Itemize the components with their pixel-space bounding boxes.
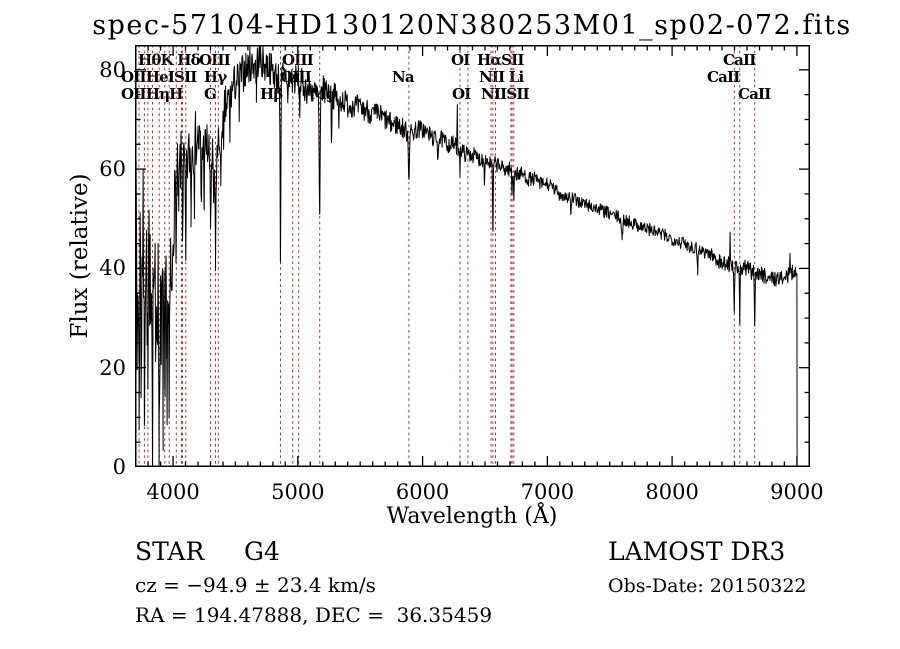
line-label: CaII <box>723 51 756 69</box>
spectrum-plot <box>135 45 810 467</box>
spectrum-trace <box>135 45 798 467</box>
y-tick-label: 20 <box>99 355 126 380</box>
plot-border <box>135 45 810 467</box>
line-label: OIIHηH <box>121 85 183 103</box>
line-label: Hγ <box>204 68 227 86</box>
survey-text: LAMOST DR3 <box>608 537 786 566</box>
x-tick-label: 9000 <box>770 480 824 504</box>
line-label: OIIHeISII <box>121 68 197 86</box>
x-tick-label: 6000 <box>395 480 450 504</box>
line-label: OIII <box>199 51 231 69</box>
ra-dec-text: RA = 194.47888, DEC = 36.35459 <box>135 603 493 627</box>
radial-velocity-text: cz = −94.9 ± 23.4 km/s <box>135 573 376 597</box>
x-tick-label: 7000 <box>520 480 575 504</box>
obs-date-text: Obs-Date: 20150322 <box>608 575 807 597</box>
x-tick-label: 5000 <box>271 480 325 504</box>
x-tick-label: 8000 <box>645 480 699 504</box>
line-label: OI <box>451 51 470 69</box>
line-label: CaII <box>707 68 740 86</box>
y-tick-label: 60 <box>99 157 126 182</box>
line-label: CaII <box>738 85 771 103</box>
y-tick-label: 40 <box>99 256 126 281</box>
y-tick-label: 80 <box>99 57 126 82</box>
x-axis-label: Wavelength (Å) <box>386 504 558 529</box>
line-label: OIII <box>282 51 314 69</box>
classification-text: STAR G4 <box>135 537 280 566</box>
plot-area: HθK Hδ OIII OIII OI HαSII CaII OIIHeISII Hγ OIII… <box>121 45 810 467</box>
spectral-line-labels: HθK Hδ OIII OIII OI HαSII CaII OIIHeISII Hγ OIII… <box>121 45 810 467</box>
line-label: G <box>204 85 217 103</box>
x-tick-label: 4000 <box>146 480 200 504</box>
line-label: NII Li <box>479 68 524 86</box>
figure-title: spec-57104-HD130120N380253M01_sp02-072.f… <box>92 10 852 41</box>
line-label: OI <box>452 85 471 103</box>
y-tick-label: 0 <box>112 455 126 479</box>
